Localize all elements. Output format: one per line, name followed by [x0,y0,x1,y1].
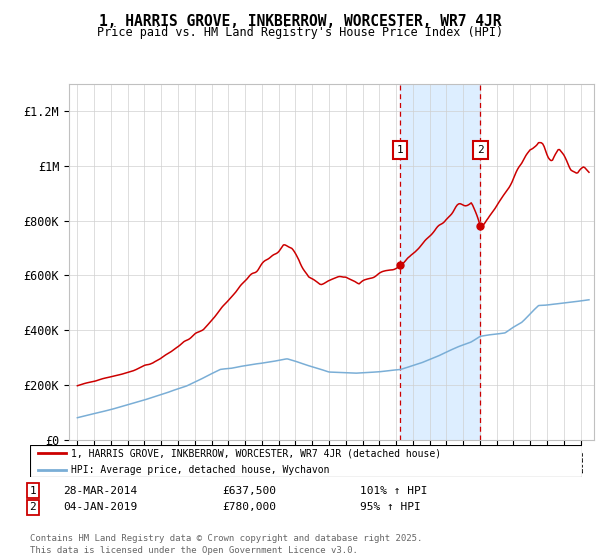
Bar [400,84,480,440]
Text: 1: 1 [29,486,37,496]
Text: 1, HARRIS GROVE, INKBERROW, WORCESTER, WR7 4JR (detached house): 1, HARRIS GROVE, INKBERROW, WORCESTER, W… [71,449,442,459]
Text: 28-MAR-2014: 28-MAR-2014 [63,486,137,496]
Text: 1, HARRIS GROVE, INKBERROW, WORCESTER, WR7 4JR: 1, HARRIS GROVE, INKBERROW, WORCESTER, W… [99,14,501,29]
Text: £637,500: £637,500 [222,486,276,496]
Text: 2: 2 [477,144,484,155]
Text: Contains HM Land Registry data © Crown copyright and database right 2025.
This d: Contains HM Land Registry data © Crown c… [30,534,422,555]
Text: 101% ↑ HPI: 101% ↑ HPI [360,486,427,496]
FancyBboxPatch shape [30,445,582,477]
Text: Price paid vs. HM Land Registry's House Price Index (HPI): Price paid vs. HM Land Registry's House … [97,26,503,39]
Text: HPI: Average price, detached house, Wychavon: HPI: Average price, detached house, Wych… [71,465,330,475]
Text: 04-JAN-2019: 04-JAN-2019 [63,502,137,512]
Text: 1: 1 [397,144,403,155]
Text: 2: 2 [29,502,37,512]
Text: £780,000: £780,000 [222,502,276,512]
Text: 95% ↑ HPI: 95% ↑ HPI [360,502,421,512]
